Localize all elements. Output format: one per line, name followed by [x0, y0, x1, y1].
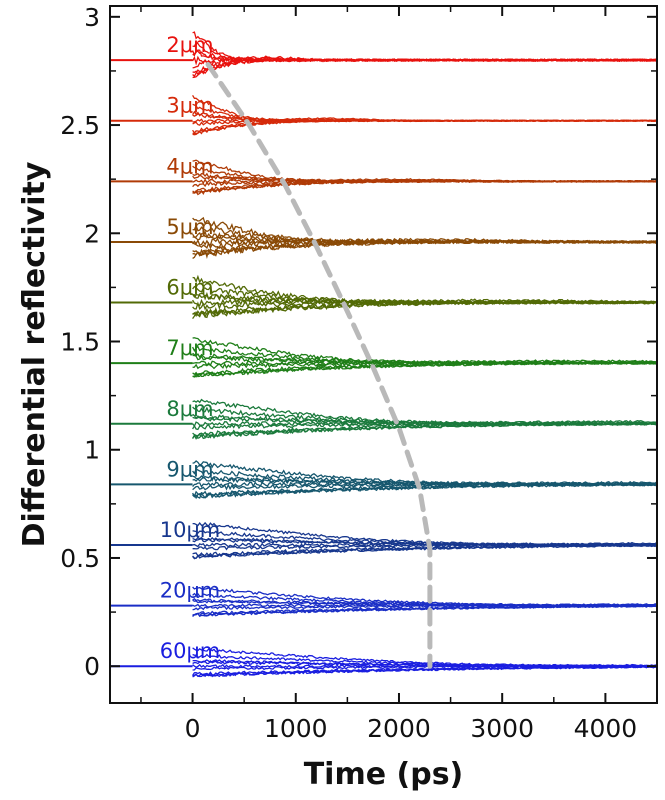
y-tick-label: 1.5	[60, 328, 100, 357]
series-label: 7μm	[166, 336, 213, 360]
plot-frame	[109, 5, 658, 704]
x-tick-label: 0	[185, 714, 201, 743]
series-trace	[192, 544, 657, 560]
series-trace	[192, 345, 657, 365]
series-trace	[192, 483, 657, 500]
series-trace	[192, 216, 657, 244]
x-tick-label: 4000	[574, 714, 638, 743]
series-label: 5μm	[166, 215, 213, 239]
y-tick-label: 2.5	[60, 111, 100, 140]
traces-layer	[110, 31, 657, 678]
series-label: 10μm	[160, 518, 221, 542]
series-trace	[192, 653, 657, 668]
series-trace	[192, 159, 657, 183]
y-tick-label: 0.5	[60, 544, 100, 573]
series-7μm	[110, 337, 657, 378]
guide-layer	[205, 61, 433, 669]
series-label: 6μm	[166, 276, 213, 300]
series-trace	[192, 586, 657, 607]
series-trace	[192, 58, 657, 78]
series-trace	[192, 398, 657, 425]
series-trace	[192, 274, 657, 304]
series-label: 20μm	[160, 579, 221, 603]
series-trace	[192, 31, 657, 63]
series-label: 3μm	[166, 94, 213, 118]
series-6μm	[110, 274, 657, 319]
y-axis-title: Differential reflectivity	[17, 161, 52, 547]
series-60μm	[110, 647, 657, 678]
x-tick-label: 2000	[367, 714, 431, 743]
series-trace	[192, 665, 657, 676]
series-label: 4μm	[166, 154, 213, 178]
series-9μm	[110, 460, 657, 500]
labels-layer: 2μm 3μm 4μm 5μm 6μm 7μm 8μm 9μm 10μm 20μm 60μm	[160, 33, 221, 663]
series-4μm	[110, 159, 657, 196]
guide-curve	[205, 61, 433, 669]
series-trace	[192, 42, 657, 63]
series-trace	[192, 94, 657, 122]
series-trace	[192, 647, 657, 667]
series-trace	[192, 468, 657, 486]
series-label: 8μm	[166, 397, 213, 421]
series-trace	[192, 460, 657, 486]
series-trace	[192, 521, 657, 546]
series-2μm	[110, 31, 657, 79]
series-8μm	[110, 398, 657, 440]
series-3μm	[110, 94, 657, 136]
series-trace	[192, 592, 657, 607]
y-tick-label: 0	[84, 652, 100, 681]
y-tick-label: 1	[84, 436, 100, 465]
x-axis-title: Time (ps)	[304, 757, 464, 792]
series-label: 2μm	[166, 33, 213, 57]
x-tick-label: 3000	[470, 714, 534, 743]
frame-layer	[109, 5, 658, 704]
series-trace	[192, 597, 657, 607]
series-20μm	[110, 586, 657, 618]
series-5μm	[110, 216, 657, 260]
series-label: 9μm	[166, 457, 213, 481]
y-tick-label: 3	[84, 3, 100, 32]
ticks-layer: 0 1000 2000 3000 4000 0 0.5 1 1.5 2 2.5 3	[60, 3, 658, 743]
series-trace	[192, 337, 657, 364]
series-label: 60μm	[160, 639, 221, 663]
x-tick-label: 1000	[264, 714, 328, 743]
y-tick-label: 2	[84, 219, 100, 248]
series-10μm	[110, 521, 657, 560]
